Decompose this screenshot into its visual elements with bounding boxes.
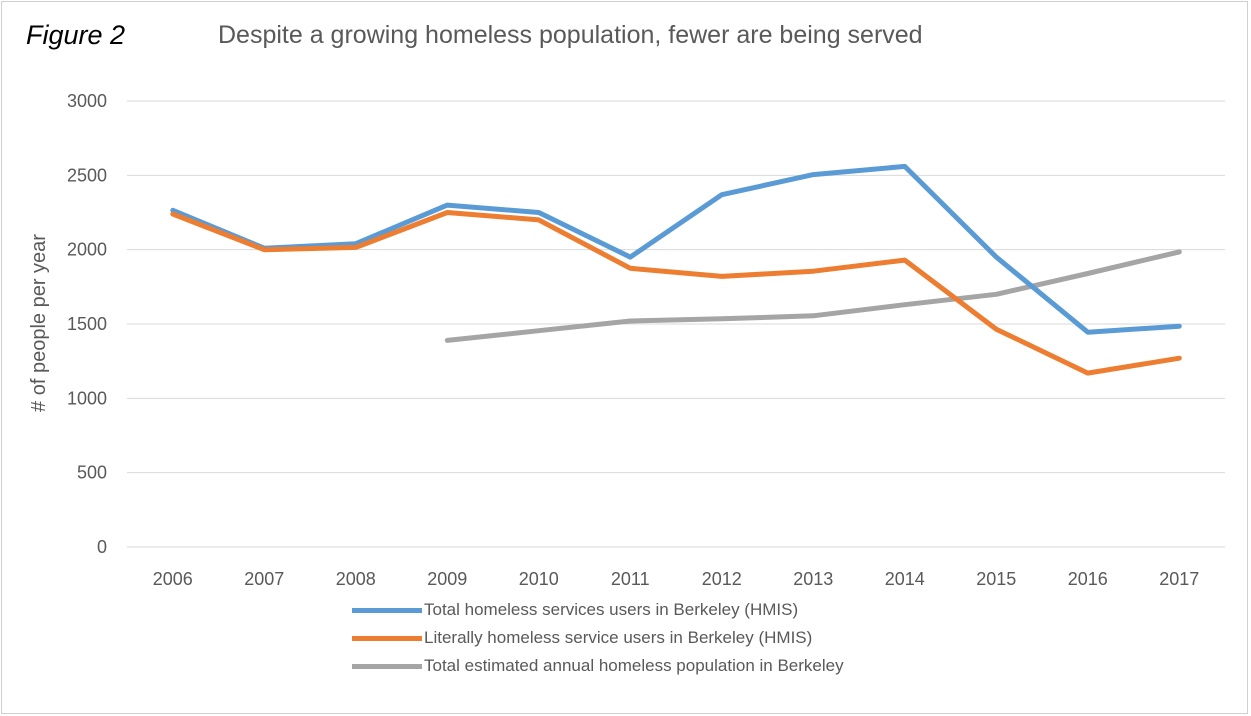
y-tick-label: 2000 [67,240,107,260]
series-lines [170,163,1182,376]
x-tick-label: 2014 [885,569,925,589]
chart-title: Despite a growing homeless population, f… [218,21,923,49]
legend-item-estimated-population: Total estimated annual homeless populati… [352,652,844,680]
legend-swatch-literally-homeless [352,635,422,641]
gridlines [127,100,1225,548]
legend-label-total-services: Total homeless services users in Berkele… [424,600,799,619]
series-line-estimated-population [444,249,1182,343]
x-tick-label: 2007 [244,569,284,589]
legend-label-estimated-population: Total estimated annual homeless populati… [424,656,844,675]
y-axis-ticks: 0 500 1000 1500 2000 2500 3000 [67,91,107,557]
x-tick-label: 2017 [1159,569,1199,589]
y-tick-label: 3000 [67,91,107,111]
x-tick-label: 2010 [519,569,559,589]
x-tick-label: 2008 [336,569,376,589]
x-tick-label: 2009 [427,569,467,589]
x-tick-label: 2016 [1068,569,1108,589]
legend-swatch-total-services [352,607,422,613]
y-axis-label: # of people per year [28,234,50,412]
legend-item-literally-homeless: Literally homeless service users in Berk… [352,624,844,652]
figure-label: Figure 2 [26,20,126,50]
legend-label-literally-homeless: Literally homeless service users in Berk… [424,628,813,647]
y-tick-label: 500 [77,463,107,483]
y-tick-label: 0 [97,537,107,557]
x-axis-ticks: 2006 2007 2008 2009 2010 2011 2012 2013 2014 2015… [153,569,1200,589]
series-line-literally-homeless [170,210,1182,376]
series-line-total-services [170,163,1182,335]
legend-item-total-services: Total homeless services users in Berkele… [352,596,844,624]
legend-swatch-estimated-population [352,663,422,669]
x-tick-label: 2015 [976,569,1016,589]
x-tick-label: 2006 [153,569,193,589]
x-tick-label: 2012 [702,569,742,589]
y-tick-label: 1500 [67,314,107,334]
y-tick-label: 2500 [67,165,107,185]
x-tick-label: 2013 [793,569,833,589]
x-tick-label: 2011 [611,569,650,589]
legend: Total homeless services users in Berkele… [352,596,844,680]
y-tick-label: 1000 [67,388,107,408]
